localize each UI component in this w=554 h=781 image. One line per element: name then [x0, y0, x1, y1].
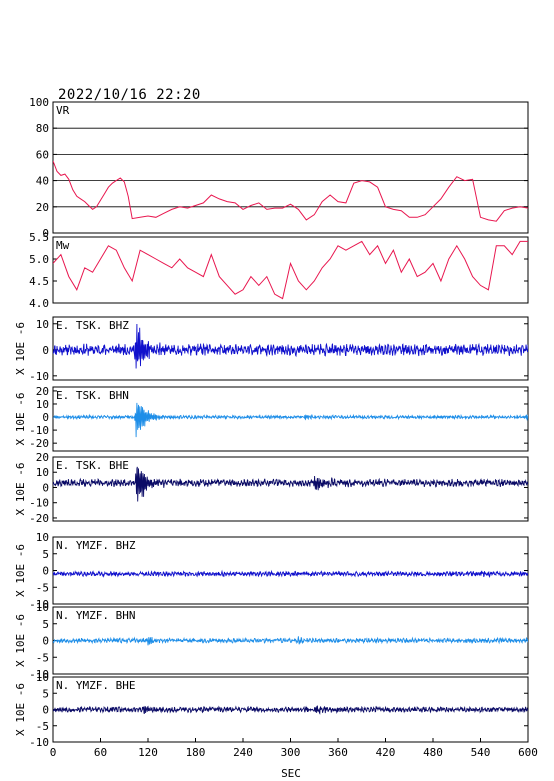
x-tick-label-600: 600	[518, 746, 538, 759]
y-tick-label-e-tsk-bhz-10: 10	[36, 318, 49, 331]
y-tick-label-mw-5.5: 5.5	[29, 231, 49, 244]
y-tick-label-n-ymzf-bhz-5: 5	[42, 548, 49, 561]
x-axis-label: SEC	[281, 767, 301, 780]
series-line-n-ymzf-bhz	[53, 569, 528, 578]
panel-frame-vr	[52, 101, 529, 234]
series-line-n-ymzf-bhe	[53, 705, 528, 715]
panel-frame-e-tsk-bhe	[52, 456, 529, 522]
y-tick-label-n-ymzf-bhz--10: -10	[29, 598, 49, 611]
y-axis-label-n-ymzf-bhe: X 10E -6	[14, 683, 27, 736]
x-tick-label-420: 420	[376, 746, 396, 759]
y-tick-label-n-ymzf-bhz--5: -5	[36, 581, 49, 594]
y-tick-label-mw-4: 4.0	[29, 297, 49, 310]
x-tick-label-0: 0	[50, 746, 57, 759]
panel-frame-e-tsk-bhn	[52, 386, 529, 452]
x-tick-label-360: 360	[328, 746, 348, 759]
series-line-e-tsk-bhz	[53, 323, 528, 369]
y-tick-label-e-tsk-bhz-0: 0	[42, 344, 49, 357]
panel-label-mw: Mw	[56, 239, 70, 252]
x-tick-label-180: 180	[186, 746, 206, 759]
y-tick-label-e-tsk-bhn--20: -20	[29, 437, 49, 450]
panel-label-vr: VR	[56, 104, 70, 117]
x-tick-label-300: 300	[281, 746, 301, 759]
y-tick-label-e-tsk-bhn-0: 0	[42, 411, 49, 424]
series-line-mw	[53, 240, 528, 300]
y-tick-label-n-ymzf-bhe-10: 10	[36, 671, 49, 684]
y-tick-label-n-ymzf-bhz-10: 10	[36, 531, 49, 544]
panel-label-n-ymzf-bhn: N. YMZF. BHN	[56, 609, 135, 622]
y-tick-label-e-tsk-bhe-0: 0	[42, 481, 49, 494]
panel-label-n-ymzf-bhz: N. YMZF. BHZ	[56, 539, 136, 552]
panel-frame-mw	[52, 236, 529, 304]
x-axis: 0 60 120 180 240 300 360 420 480 540 600	[50, 738, 538, 759]
y-axis-label-n-ymzf-bhn: X 10E -6	[14, 614, 27, 667]
y-tick-label-vr-100: 100	[29, 96, 49, 109]
y-tick-label-vr-60: 60	[36, 148, 49, 161]
x-tick-label-120: 120	[138, 746, 158, 759]
y-tick-label-n-ymzf-bhn--10: -10	[29, 668, 49, 681]
y-tick-label-e-tsk-bhn--10: -10	[29, 424, 49, 437]
y-tick-label-n-ymzf-bhz-0: 0	[42, 565, 49, 578]
panel-label-e-tsk-bhe: E. TSK. BHE	[56, 459, 129, 472]
y-tick-label-n-ymzf-bhe-0: 0	[42, 704, 49, 717]
y-tick-label-vr-80: 80	[36, 122, 49, 135]
y-tick-label-e-tsk-bhe--10: -10	[29, 497, 49, 510]
y-tick-label-vr-40: 40	[36, 175, 49, 188]
y-tick-label-e-tsk-bhz--10: -10	[29, 370, 49, 383]
y-tick-label-vr-0: 0	[42, 227, 49, 240]
y-tick-label-e-tsk-bhn-20: 20	[36, 385, 49, 398]
y-axis-label-e-tsk-bhe: X 10E -6	[14, 463, 27, 516]
x-tick-label-240: 240	[233, 746, 253, 759]
y-tick-label-n-ymzf-bhn-10: 10	[36, 601, 49, 614]
y-tick-label-n-ymzf-bhn-5: 5	[42, 618, 49, 631]
y-tick-label-vr-20: 20	[36, 201, 49, 214]
series-line-vr	[53, 160, 528, 222]
panel-label-n-ymzf-bhe: N. YMZF. BHE	[56, 679, 135, 692]
y-tick-label-n-ymzf-bhn--5: -5	[36, 651, 49, 664]
y-tick-label-n-ymzf-bhn-0: 0	[42, 635, 49, 648]
x-tick-label-60: 60	[94, 746, 107, 759]
y-tick-label-e-tsk-bhe--20: -20	[29, 512, 49, 525]
y-tick-label-n-ymzf-bhe--5: -5	[36, 720, 49, 733]
panel-label-e-tsk-bhz: E. TSK. BHZ	[56, 319, 129, 332]
x-tick-label-480: 480	[423, 746, 443, 759]
y-axis-label-e-tsk-bhz: X 10E -6	[14, 322, 27, 375]
series-line-e-tsk-bhe	[53, 466, 528, 502]
series-line-e-tsk-bhn	[53, 402, 528, 438]
x-tick-label-540: 540	[471, 746, 491, 759]
y-tick-label-n-ymzf-bhe--10: -10	[29, 736, 49, 749]
figure-title: 2022/10/16 22:20	[58, 87, 201, 103]
y-tick-label-mw-5: 5.0	[29, 253, 49, 266]
y-tick-label-n-ymzf-bhe-5: 5	[42, 687, 49, 700]
y-tick-label-e-tsk-bhe-20: 20	[36, 451, 49, 464]
y-axis-label-n-ymzf-bhz: X 10E -6	[14, 544, 27, 597]
y-tick-label-mw-4.5: 4.5	[29, 275, 49, 288]
panel-label-e-tsk-bhn: E. TSK. BHN	[56, 389, 129, 402]
series-line-n-ymzf-bhn	[53, 636, 528, 646]
y-axis-label-e-tsk-bhn: X 10E -6	[14, 393, 27, 446]
y-tick-label-e-tsk-bhe-10: 10	[36, 466, 49, 479]
y-tick-label-e-tsk-bhn-10: 10	[36, 398, 49, 411]
